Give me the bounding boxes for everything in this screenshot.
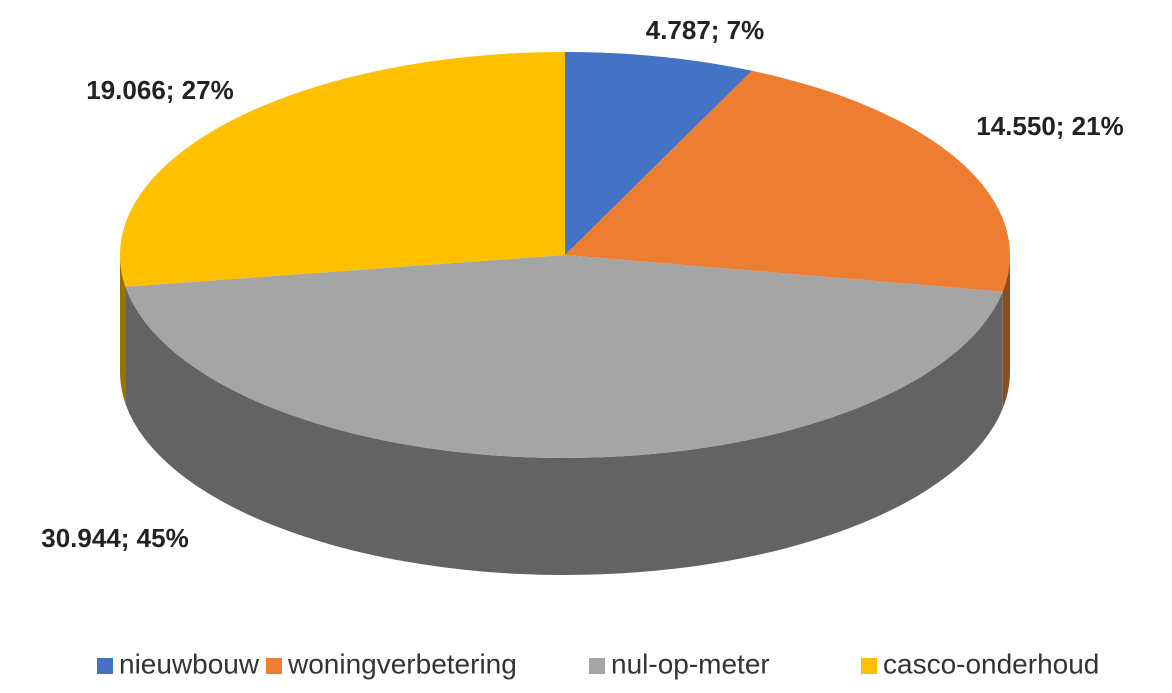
slice-side xyxy=(125,286,1003,575)
data-label: 19.066; 27% xyxy=(86,75,233,105)
slice xyxy=(565,52,753,255)
slice xyxy=(565,70,1010,292)
legend-label: casco-onderhoud xyxy=(883,648,1099,679)
slice xyxy=(125,255,1003,458)
legend-label: nieuwbouw xyxy=(119,648,260,679)
legend-label: nul-op-meter xyxy=(611,648,770,679)
legend-swatch xyxy=(97,658,113,674)
data-label: 30.944; 45% xyxy=(41,523,188,553)
legend-swatch xyxy=(589,658,605,674)
data-label: 14.550; 21% xyxy=(976,111,1123,141)
data-label: 4.787; 7% xyxy=(646,15,765,45)
legend-swatch xyxy=(266,658,282,674)
legend-swatch xyxy=(861,658,877,674)
slice-side xyxy=(120,255,126,404)
slice-side xyxy=(1002,255,1010,409)
legend-label: woningverbetering xyxy=(287,648,517,679)
slice xyxy=(119,52,565,287)
